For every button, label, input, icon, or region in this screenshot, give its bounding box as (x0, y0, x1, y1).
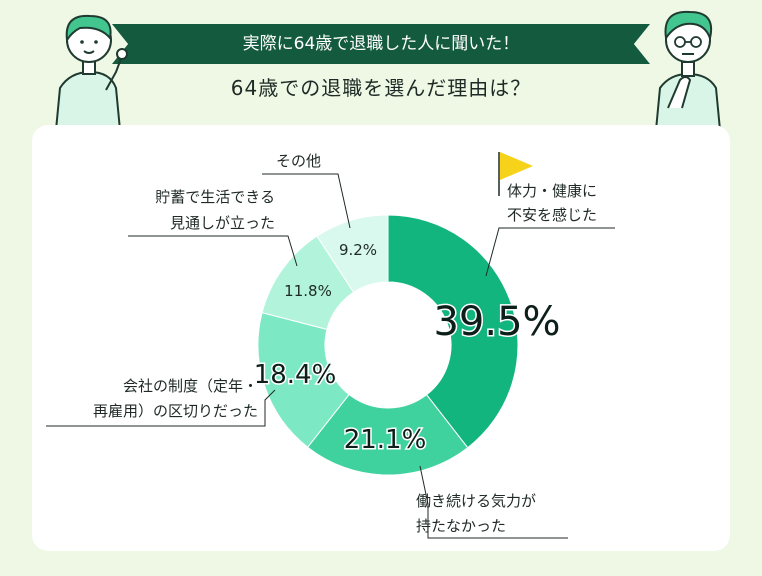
value-label-3: 11.8% (284, 282, 332, 300)
category-label-2b: 再雇用）の区切りだった (93, 402, 258, 420)
header-banner (112, 24, 650, 64)
leader-line-0 (485, 227, 615, 277)
value-label-2: 18.4% (254, 360, 337, 390)
leader-line-2 (46, 389, 276, 427)
category-label-3a: 貯蓄で生活できる (155, 188, 275, 206)
leader-line-4 (262, 173, 351, 229)
value-label-4: 9.2% (339, 241, 377, 259)
category-label-2a: 会社の制度（定年・ (123, 377, 258, 395)
woman-illustration-icon (54, 14, 128, 130)
leader-line-1 (419, 465, 568, 539)
value-label-0: 39.5% (433, 299, 560, 345)
category-label-3b: 見通しが立った (170, 214, 275, 232)
donut-slice-0 (387, 214, 519, 449)
leader-line-3 (128, 235, 298, 267)
category-label-0b: 不安を感じた (507, 206, 597, 224)
chart-card (32, 125, 730, 551)
category-label-1b: 持たなかった (416, 517, 506, 535)
category-label-0a: 体力・健康に (507, 182, 597, 200)
donut-slice-1 (306, 393, 469, 476)
value-label-1: 21.1% (344, 425, 427, 455)
donut-slice-4 (316, 214, 389, 293)
chart-subtitle: 64歳での退職を選んだ理由は？ (230, 76, 532, 100)
category-label-4: その他 (276, 152, 321, 170)
banner-title: 実際に64歳で退職した人に聞いた！ (242, 34, 520, 54)
man-illustration-icon (654, 10, 722, 130)
yellow-flag-icon (498, 152, 533, 196)
category-label-1a: 働き続ける気力が (416, 492, 536, 510)
